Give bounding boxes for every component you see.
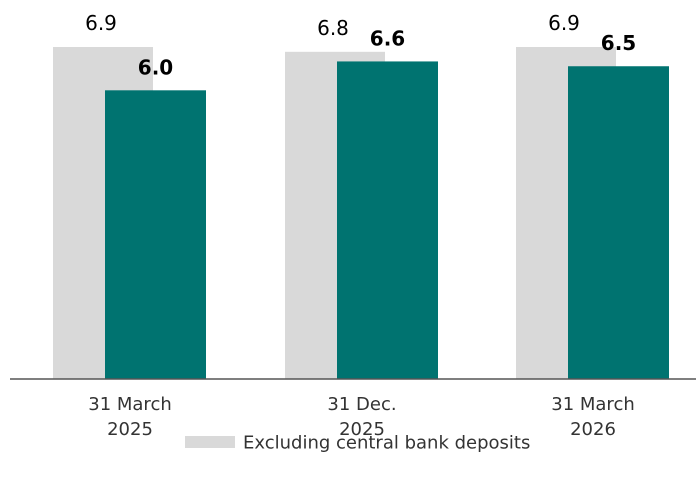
x-tick-label-31-march-2025-line-1: 31 March — [88, 394, 172, 415]
bar-main-series-31-dec-2025 — [337, 61, 438, 379]
foreground-series-bars — [105, 61, 669, 380]
legend: Excluding central bank deposits — [185, 433, 530, 454]
x-axis-tick-labels: 31 March 2025 31 Dec. 2025 31 March 2026 — [88, 394, 635, 440]
value-labels: 6.9 6.0 6.8 6.6 6.9 6.5 — [85, 11, 636, 79]
x-tick-label-31-march-2025-line-2: 2025 — [107, 419, 153, 440]
bar-main-series-31-march-2025 — [105, 90, 206, 379]
legend-swatch-excluding-central-bank-deposits — [185, 436, 235, 448]
data-label-excluding-cb-deposits-31-march-2026: 6.9 — [548, 11, 580, 35]
data-label-main-series-31-dec-2025: 6.6 — [370, 26, 405, 50]
data-label-excluding-cb-deposits-31-march-2025: 6.9 — [85, 11, 117, 35]
data-label-main-series-31-march-2026: 6.5 — [601, 31, 636, 55]
data-label-main-series-31-march-2025: 6.0 — [138, 55, 173, 79]
legend-label-excluding-central-bank-deposits: Excluding central bank deposits — [243, 433, 530, 454]
x-tick-label-31-dec-2025-line-1: 31 Dec. — [327, 394, 396, 415]
x-tick-label-31-march-2026-line-1: 31 March — [551, 394, 635, 415]
bar-main-series-31-march-2026 — [568, 66, 669, 380]
x-tick-label-31-march-2026-line-2: 2026 — [570, 419, 616, 440]
x-tick-label-31-dec-2025-line-2: 2025 — [339, 419, 385, 440]
data-label-excluding-cb-deposits-31-dec-2025: 6.8 — [317, 16, 349, 40]
